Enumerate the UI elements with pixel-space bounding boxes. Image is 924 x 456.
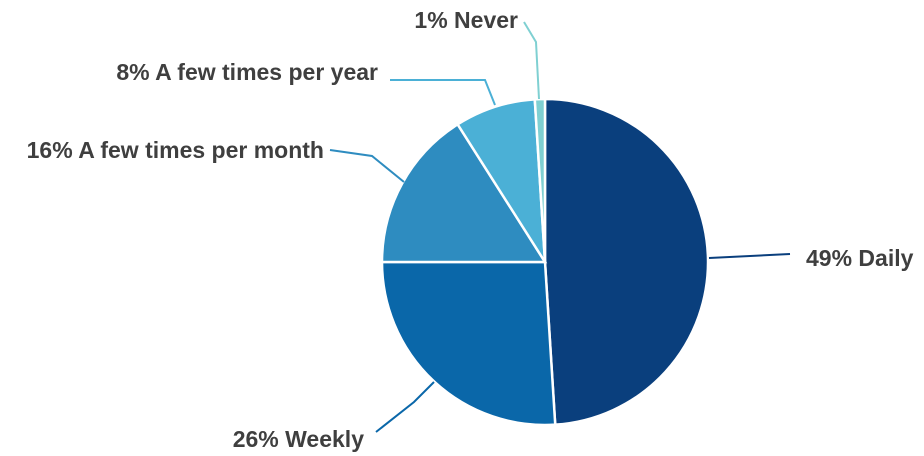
leader-lines: [329, 21, 791, 433]
leader-line-few-per-month: [329, 149, 405, 183]
data-label-few-per-month: 16% A few times per month: [27, 137, 324, 163]
pie-slice-daily: [543, 97, 710, 427]
pie-slices: [380, 97, 710, 427]
pie-slice-never: [533, 97, 547, 263]
data-labels: 49% Daily 26% Weekly 16% A few times per…: [27, 7, 914, 452]
pie-slice-weekly: [380, 260, 557, 427]
data-label-never: 1% Never: [414, 7, 518, 33]
leader-line-never: [523, 21, 540, 100]
data-label-daily: 49% Daily: [806, 245, 914, 271]
leader-line-weekly: [375, 381, 435, 433]
pie-slice-a-few-times-per-month: [380, 122, 548, 264]
data-label-weekly: 26% Weekly: [233, 426, 364, 452]
leader-line-daily: [708, 253, 791, 259]
leader-line-few-per-year: [390, 79, 496, 106]
data-label-few-per-year: 8% A few times per year: [116, 59, 378, 85]
